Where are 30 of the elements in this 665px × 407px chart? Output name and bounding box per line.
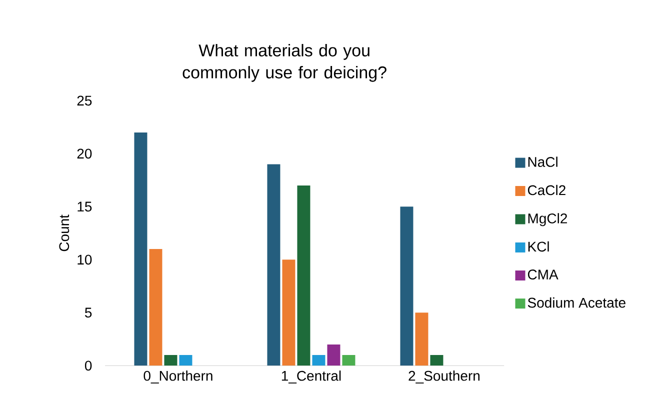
bar [400, 206, 414, 366]
bar [149, 249, 162, 366]
bar [297, 185, 310, 366]
bar [327, 344, 340, 366]
bar [267, 164, 280, 366]
x-tick-label: 1_Central [282, 370, 341, 384]
bar [134, 132, 148, 366]
bar [342, 355, 356, 366]
chart-title: What materials do you commonly use for deicing? [182, 44, 386, 82]
bar [312, 355, 326, 366]
y-tick-label: 5 [84, 308, 92, 318]
y-axis-title: Count [59, 214, 70, 252]
y-tick-label: 10 [78, 254, 92, 265]
legend-label: MgCl2 [528, 213, 567, 226]
y-tick-label: 0 [84, 360, 92, 371]
x-tick-label: 2_Southern [408, 370, 480, 384]
x-tick-label: 0_Northern [144, 370, 212, 384]
legend-label: KCl [528, 241, 549, 252]
y-tick-label: 20 [77, 148, 92, 159]
y-tick-label: 25 [77, 96, 92, 106]
legend-label: CMA [528, 270, 558, 280]
bar [164, 355, 178, 366]
bar [415, 312, 428, 366]
y-tick-label: 15 [78, 202, 92, 212]
bar [430, 355, 444, 366]
bar [179, 355, 192, 366]
legend-label: Sodium Acetate [528, 297, 626, 308]
legend-label: CaCl2 [528, 184, 566, 196]
legend-label: NaCl [528, 156, 558, 167]
bar [282, 260, 296, 366]
